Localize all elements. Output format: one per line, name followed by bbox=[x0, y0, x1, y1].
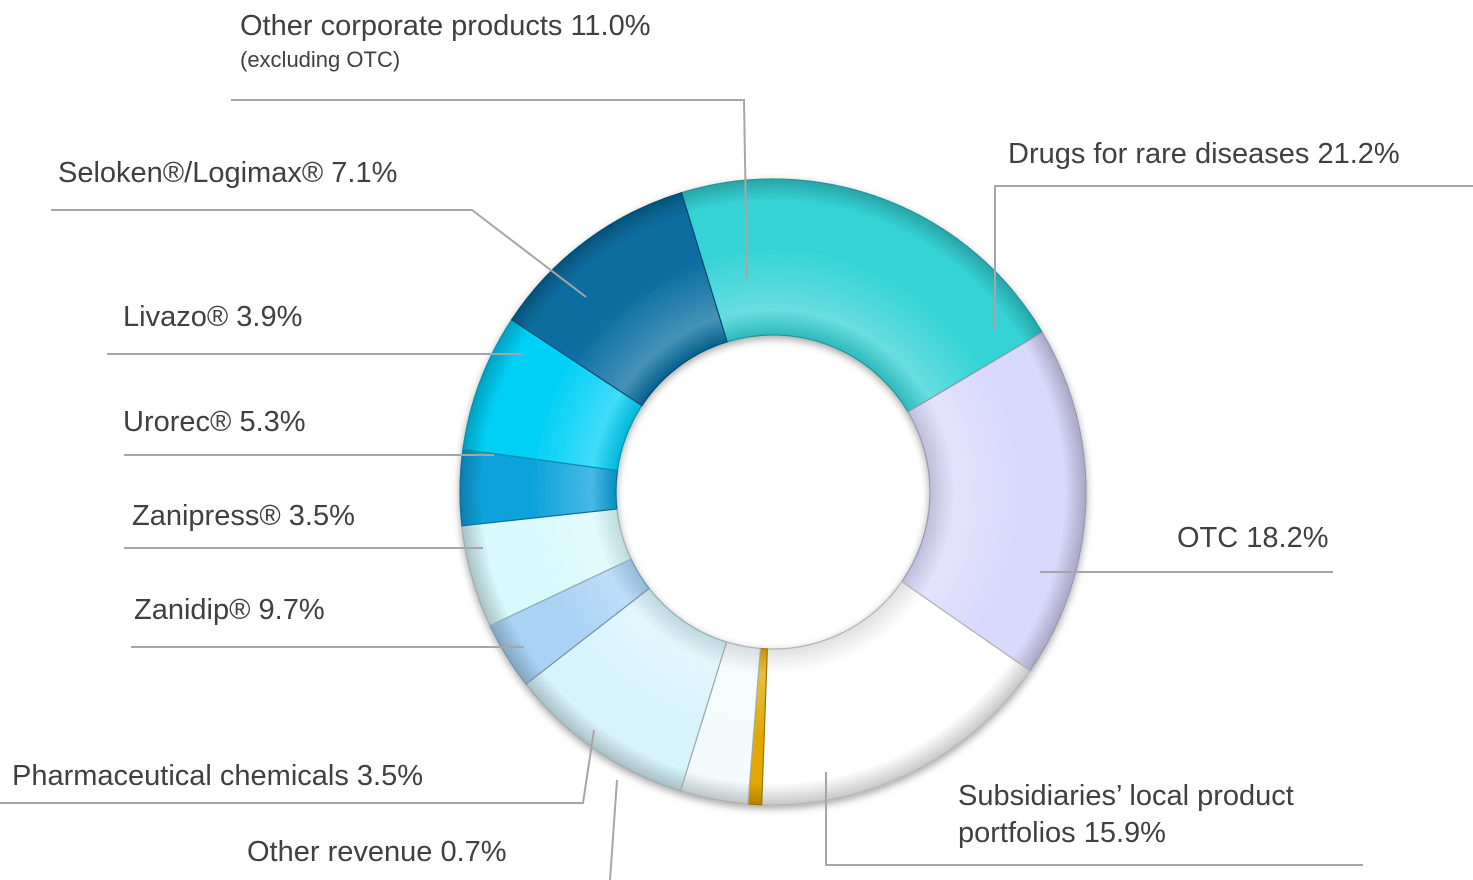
leader-line bbox=[0, 729, 595, 804]
slice-label-subtext: (excluding OTC) bbox=[240, 47, 401, 73]
slice-label-line: portfolios 15.9% bbox=[958, 817, 1166, 850]
slice-label-text: OTC 18.2% bbox=[1177, 522, 1329, 554]
slice-label: Livazo® 3.9% bbox=[123, 301, 302, 334]
slice-label: OTC 18.2% bbox=[1177, 522, 1329, 555]
slice-label-text: Other corporate products 11.0% bbox=[240, 10, 651, 42]
leader-lines bbox=[0, 99, 1473, 880]
slice-label-text: Drugs for rare diseases 21.2% bbox=[1008, 138, 1400, 170]
slice-label: Urorec® 5.3% bbox=[123, 406, 306, 439]
leader-line bbox=[994, 185, 1473, 330]
slice-drugs-for-rare-diseases bbox=[680, 178, 1044, 413]
slice-label: Seloken®/Logimax® 7.1% bbox=[58, 157, 397, 190]
slice-label: Zanipress® 3.5% bbox=[132, 500, 355, 533]
slice-label: Pharmaceutical chemicals 3.5% bbox=[12, 760, 423, 793]
leader-line bbox=[609, 779, 618, 880]
slice-label-text: Pharmaceutical chemicals 3.5% bbox=[12, 760, 424, 792]
slice-label-text: Livazo® 3.9% bbox=[123, 301, 303, 333]
slice-label: Subsidiaries’ local product portfolios 15… bbox=[958, 780, 1294, 851]
slice-label: Drugs for rare diseases 21.2% bbox=[1008, 138, 1400, 171]
slice-label-text: Zanipress® 3.5% bbox=[132, 500, 355, 532]
leader-line bbox=[51, 209, 587, 298]
slice-label-text: Urorec® 5.3% bbox=[123, 406, 306, 438]
donut-slices bbox=[459, 178, 1087, 806]
slice-label-text: Zanidip® 9.7% bbox=[134, 594, 325, 626]
slice-otc bbox=[901, 331, 1087, 672]
slice-label: Zanidip® 9.7% bbox=[134, 594, 325, 627]
slice-label: Other corporate products 11.0% (excluding… bbox=[240, 10, 651, 73]
leader-line bbox=[825, 772, 1363, 866]
slice-label-text: Other revenue 0.7% bbox=[247, 836, 507, 868]
leader-line bbox=[231, 99, 748, 279]
slice-subsidiaries-local-product-portfolios bbox=[761, 580, 1031, 806]
slice-label-line: Subsidiaries’ local product bbox=[958, 780, 1294, 812]
slice-label: Other revenue 0.7% bbox=[247, 836, 507, 869]
slice-label-text: Seloken®/Logimax® 7.1% bbox=[58, 157, 398, 189]
